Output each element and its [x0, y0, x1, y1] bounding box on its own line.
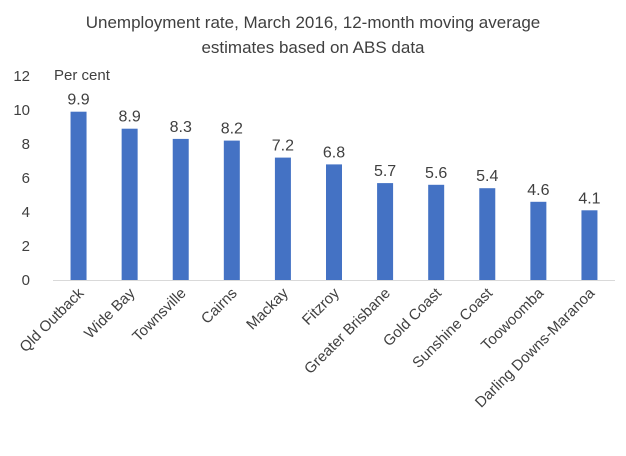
bar [70, 111, 87, 280]
chart-title-line-2: estimates based on ABS data [201, 38, 425, 57]
x-tick-label: Greater Brisbane [301, 285, 394, 378]
data-label: 4.6 [527, 182, 549, 199]
data-label: 4.1 [578, 190, 600, 207]
data-label: 5.7 [374, 163, 396, 180]
bar [530, 201, 547, 280]
data-label: 6.8 [323, 144, 345, 161]
y-tick-label: 6 [22, 170, 30, 187]
bar [428, 184, 445, 280]
bar [377, 183, 394, 280]
chart-title-line-1: Unemployment rate, March 2016, 12-month … [85, 13, 541, 32]
bar [479, 188, 496, 280]
bar [223, 140, 240, 280]
bar [274, 157, 291, 280]
data-label: 8.9 [119, 109, 141, 126]
data-label: 5.6 [425, 165, 447, 182]
data-label: 5.4 [476, 168, 498, 185]
chart-title: Unemployment rate, March 2016, 12-month … [0, 10, 626, 60]
bar [581, 210, 598, 280]
x-tick-label: Fitzroy [299, 284, 343, 328]
data-label: 7.2 [272, 138, 294, 155]
x-tick-label: Cairns [198, 285, 241, 328]
bar [172, 138, 189, 280]
x-tick-label: Townsville [129, 285, 189, 345]
data-label: 8.3 [170, 119, 192, 136]
y-tick-label: 4 [22, 204, 30, 221]
y-tick-label: 10 [13, 102, 30, 119]
data-label: 9.9 [67, 92, 89, 109]
data-label: 8.2 [221, 121, 243, 138]
y-axis-label: Per cent [54, 67, 111, 84]
x-tick-label: Mackay [243, 284, 292, 333]
y-tick-label: 8 [22, 136, 30, 153]
bar [326, 164, 342, 280]
x-tick-label: Qld Outback [16, 284, 87, 355]
bar [121, 128, 138, 280]
y-tick-label: 12 [13, 68, 30, 85]
y-tick-label: 2 [22, 238, 30, 255]
y-tick-label: 0 [22, 272, 30, 289]
